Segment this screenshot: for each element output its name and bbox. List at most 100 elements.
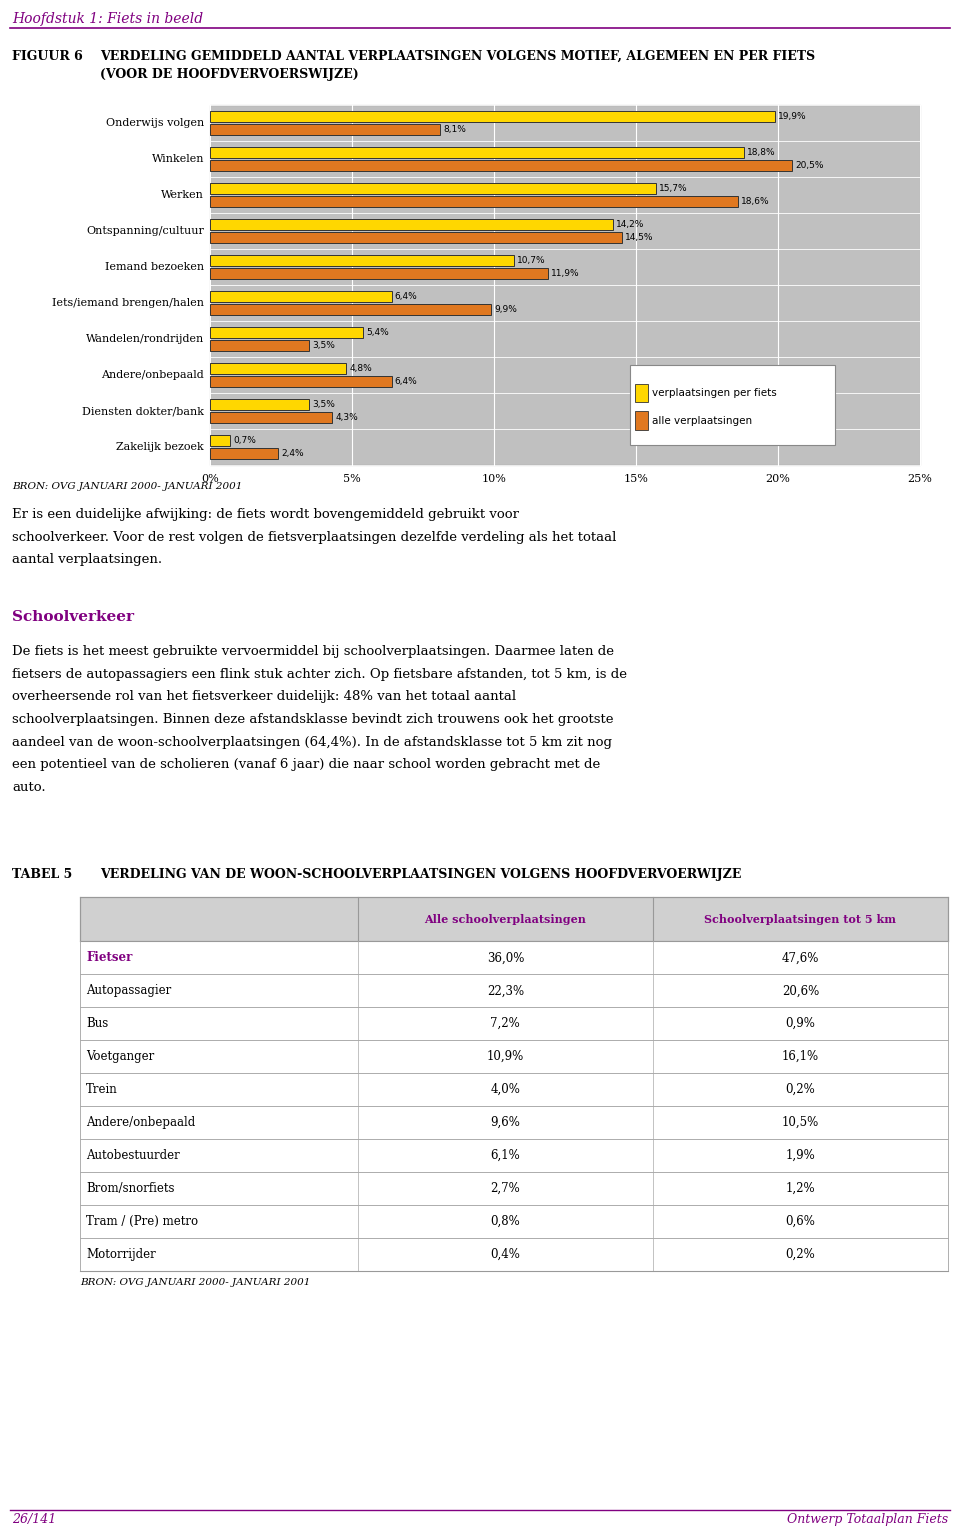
Text: Ontwerp Totaalplan Fiets: Ontwerp Totaalplan Fiets: [787, 1514, 948, 1526]
Text: 0,9%: 0,9%: [785, 1017, 815, 1030]
Bar: [630, 366, 835, 446]
Text: overheersende rol van het fietsverkeer duidelijk: 48% van het totaal aantal: overheersende rol van het fietsverkeer d…: [12, 690, 516, 703]
Text: VERDELING VAN DE WOON-SCHOOLVERPLAATSINGEN VOLGENS HOOFDVERVOERWIJZE: VERDELING VAN DE WOON-SCHOOLVERPLAATSING…: [100, 868, 741, 880]
Text: 8,1%: 8,1%: [444, 126, 466, 135]
Bar: [210, 147, 744, 158]
Bar: [80, 1040, 948, 1073]
Text: schoolverplaatsingen. Binnen deze afstandsklasse bevindt zich trouwens ook het g: schoolverplaatsingen. Binnen deze afstan…: [12, 713, 613, 726]
Text: Schoolverplaatsingen tot 5 km: Schoolverplaatsingen tot 5 km: [705, 914, 897, 925]
Text: 3,5%: 3,5%: [312, 400, 335, 409]
Text: 0,2%: 0,2%: [785, 1082, 815, 1096]
Bar: [210, 268, 548, 279]
Bar: [80, 1171, 948, 1205]
Text: 6,4%: 6,4%: [395, 377, 418, 386]
Text: Alle schoolverplaatsingen: Alle schoolverplaatsingen: [424, 914, 587, 925]
Text: 4,0%: 4,0%: [491, 1082, 520, 1096]
Text: 10,9%: 10,9%: [487, 1050, 524, 1063]
Text: 6,1%: 6,1%: [491, 1148, 520, 1162]
Text: 15,7%: 15,7%: [659, 184, 687, 193]
Bar: [80, 897, 948, 942]
Text: 20%: 20%: [765, 475, 790, 484]
Text: 20,6%: 20,6%: [781, 984, 819, 997]
Bar: [210, 377, 392, 387]
Text: Diensten dokter/bank: Diensten dokter/bank: [82, 406, 204, 416]
Text: auto.: auto.: [12, 781, 46, 795]
Text: 10%: 10%: [482, 475, 507, 484]
Bar: [80, 1205, 948, 1237]
Text: Trein: Trein: [86, 1082, 118, 1096]
Text: 14,5%: 14,5%: [625, 233, 654, 242]
Text: Iets/iemand brengen/halen: Iets/iemand brengen/halen: [52, 299, 204, 308]
Text: Fietser: Fietser: [86, 951, 132, 965]
Text: 18,8%: 18,8%: [747, 149, 776, 158]
Text: Hoofdstuk 1: Fiets in beeld: Hoofdstuk 1: Fiets in beeld: [12, 12, 204, 26]
Text: 26/141: 26/141: [12, 1514, 57, 1526]
Bar: [210, 328, 364, 338]
Text: 0,6%: 0,6%: [785, 1214, 815, 1228]
Bar: [210, 435, 229, 446]
Text: 19,9%: 19,9%: [779, 112, 806, 121]
Text: 11,9%: 11,9%: [551, 269, 580, 279]
Text: verplaatsingen per fiets: verplaatsingen per fiets: [652, 387, 777, 398]
Text: BRON: OVG JANUARI 2000- JANUARI 2001: BRON: OVG JANUARI 2000- JANUARI 2001: [12, 482, 242, 491]
Text: Andere/onbepaald: Andere/onbepaald: [86, 1116, 195, 1128]
Text: 18,6%: 18,6%: [741, 197, 770, 207]
Bar: [80, 1007, 948, 1040]
Text: aantal verplaatsingen.: aantal verplaatsingen.: [12, 553, 162, 566]
Text: Iemand bezoeken: Iemand bezoeken: [105, 262, 204, 273]
Text: 16,1%: 16,1%: [781, 1050, 819, 1063]
Text: Wandelen/rondrijden: Wandelen/rondrijden: [85, 334, 204, 344]
Text: 15%: 15%: [624, 475, 648, 484]
Bar: [635, 384, 648, 403]
Text: 0,7%: 0,7%: [233, 436, 255, 446]
Text: fietsers de autopassagiers een flink stuk achter zich. Op fietsbare afstanden, t: fietsers de autopassagiers een flink stu…: [12, 668, 627, 681]
Text: De fiets is het meest gebruikte vervoermiddel bij schoolverplaatsingen. Daarmee : De fiets is het meest gebruikte vervoerm…: [12, 645, 614, 658]
Bar: [210, 256, 514, 266]
Text: schoolverkeer. Voor de rest volgen de fietsverplaatsingen dezelfde verdeling als: schoolverkeer. Voor de rest volgen de fi…: [12, 531, 616, 544]
Bar: [80, 974, 948, 1007]
Text: TABEL 5: TABEL 5: [12, 868, 72, 880]
Text: Tram / (Pre) metro: Tram / (Pre) metro: [86, 1214, 198, 1228]
Text: 0,8%: 0,8%: [491, 1214, 520, 1228]
Bar: [80, 1139, 948, 1171]
Text: Voetganger: Voetganger: [86, 1050, 155, 1063]
Bar: [80, 1105, 948, 1139]
Text: Autobestuurder: Autobestuurder: [86, 1148, 180, 1162]
Text: 5%: 5%: [343, 475, 361, 484]
Text: Bus: Bus: [86, 1017, 108, 1030]
Bar: [210, 340, 309, 351]
Text: aandeel van de woon-schoolverplaatsingen (64,4%). In de afstandsklasse tot 5 km : aandeel van de woon-schoolverplaatsingen…: [12, 735, 612, 749]
Text: 36,0%: 36,0%: [487, 951, 524, 965]
Text: (VOOR DE HOOFDVERVOERSWIJZE): (VOOR DE HOOFDVERVOERSWIJZE): [100, 67, 359, 81]
Bar: [210, 449, 278, 459]
Text: Motorrijder: Motorrijder: [86, 1248, 156, 1260]
Bar: [210, 219, 613, 230]
Text: Brom/snorfiets: Brom/snorfiets: [86, 1182, 175, 1194]
Bar: [210, 124, 440, 135]
Bar: [210, 112, 775, 122]
Text: Autopassagier: Autopassagier: [86, 984, 171, 997]
Bar: [80, 1237, 948, 1271]
Text: 5,4%: 5,4%: [367, 328, 389, 337]
Text: 6,4%: 6,4%: [395, 292, 418, 302]
Text: 0%: 0%: [202, 475, 219, 484]
Text: 22,3%: 22,3%: [487, 984, 524, 997]
Text: Andere/onbepaald: Andere/onbepaald: [101, 371, 204, 380]
Bar: [210, 184, 656, 194]
Text: 20,5%: 20,5%: [795, 161, 824, 170]
Bar: [210, 363, 347, 374]
Text: alle verplaatsingen: alle verplaatsingen: [652, 415, 752, 426]
Bar: [210, 233, 622, 243]
Text: 25%: 25%: [907, 475, 932, 484]
Text: VERDELING GEMIDDELD AANTAL VERPLAATSINGEN VOLGENS MOTIEF, ALGEMEEN EN PER FIETS: VERDELING GEMIDDELD AANTAL VERPLAATSINGE…: [100, 51, 815, 63]
Text: 10,5%: 10,5%: [781, 1116, 819, 1128]
Text: 7,2%: 7,2%: [491, 1017, 520, 1030]
Text: 10,7%: 10,7%: [516, 256, 545, 265]
Text: Onderwijs volgen: Onderwijs volgen: [106, 118, 204, 129]
Text: Ontspanning/cultuur: Ontspanning/cultuur: [86, 227, 204, 236]
Text: FIGUUR 6: FIGUUR 6: [12, 51, 83, 63]
Bar: [80, 1073, 948, 1105]
Text: 2,4%: 2,4%: [281, 449, 303, 458]
Text: BRON: OVG JANUARI 2000- JANUARI 2001: BRON: OVG JANUARI 2000- JANUARI 2001: [80, 1278, 310, 1288]
Text: 1,9%: 1,9%: [785, 1148, 815, 1162]
